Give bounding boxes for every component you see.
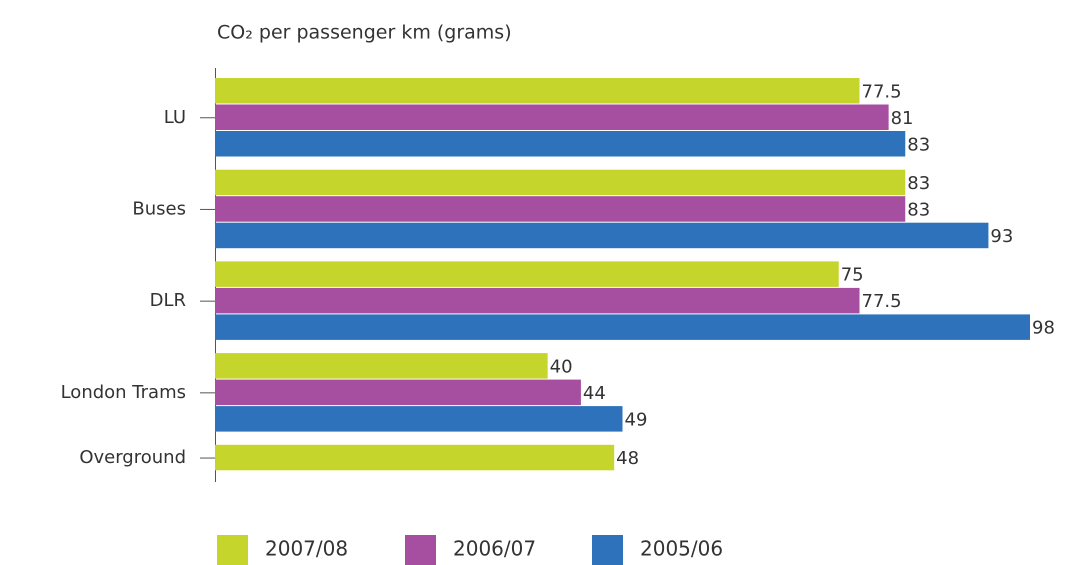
bar — [215, 104, 889, 130]
bar — [215, 353, 548, 379]
bar — [215, 169, 906, 196]
data-label: 48 — [616, 448, 639, 469]
data-label: 75 — [841, 265, 864, 286]
y-tick-label: LU — [164, 107, 186, 128]
legend-swatch — [217, 535, 248, 565]
data-label: 49 — [625, 409, 648, 430]
data-label: 93 — [990, 226, 1013, 247]
data-label: 44 — [583, 383, 606, 404]
legend-swatch — [405, 535, 436, 565]
y-tick-label: Overground — [79, 447, 186, 468]
bar — [215, 222, 989, 249]
legend-label: 2005/06 — [640, 537, 723, 561]
chart-title: CO₂ per passenger km (grams) — [217, 22, 512, 44]
bar — [215, 379, 581, 406]
data-label: 81 — [891, 108, 914, 129]
y-tick-label: London Trams — [61, 382, 186, 403]
bar — [215, 406, 623, 432]
bar — [215, 196, 906, 222]
bar — [215, 261, 839, 287]
bar — [215, 287, 860, 314]
data-label: 77.5 — [862, 81, 902, 102]
bar — [215, 78, 860, 104]
bar — [215, 444, 615, 471]
data-label: 40 — [550, 356, 573, 377]
legend-label: 2007/08 — [265, 537, 348, 561]
y-tick-label: Buses — [132, 198, 186, 219]
y-tick-label: DLR — [150, 290, 186, 311]
data-label: 98 — [1032, 318, 1055, 339]
data-label: 77.5 — [862, 291, 902, 312]
bar — [215, 314, 1030, 340]
data-label: 83 — [907, 173, 930, 194]
data-label: 83 — [907, 134, 930, 155]
legend-label: 2006/07 — [453, 537, 536, 561]
bar — [215, 131, 906, 157]
data-label: 83 — [907, 199, 930, 220]
legend-swatch — [592, 535, 623, 565]
